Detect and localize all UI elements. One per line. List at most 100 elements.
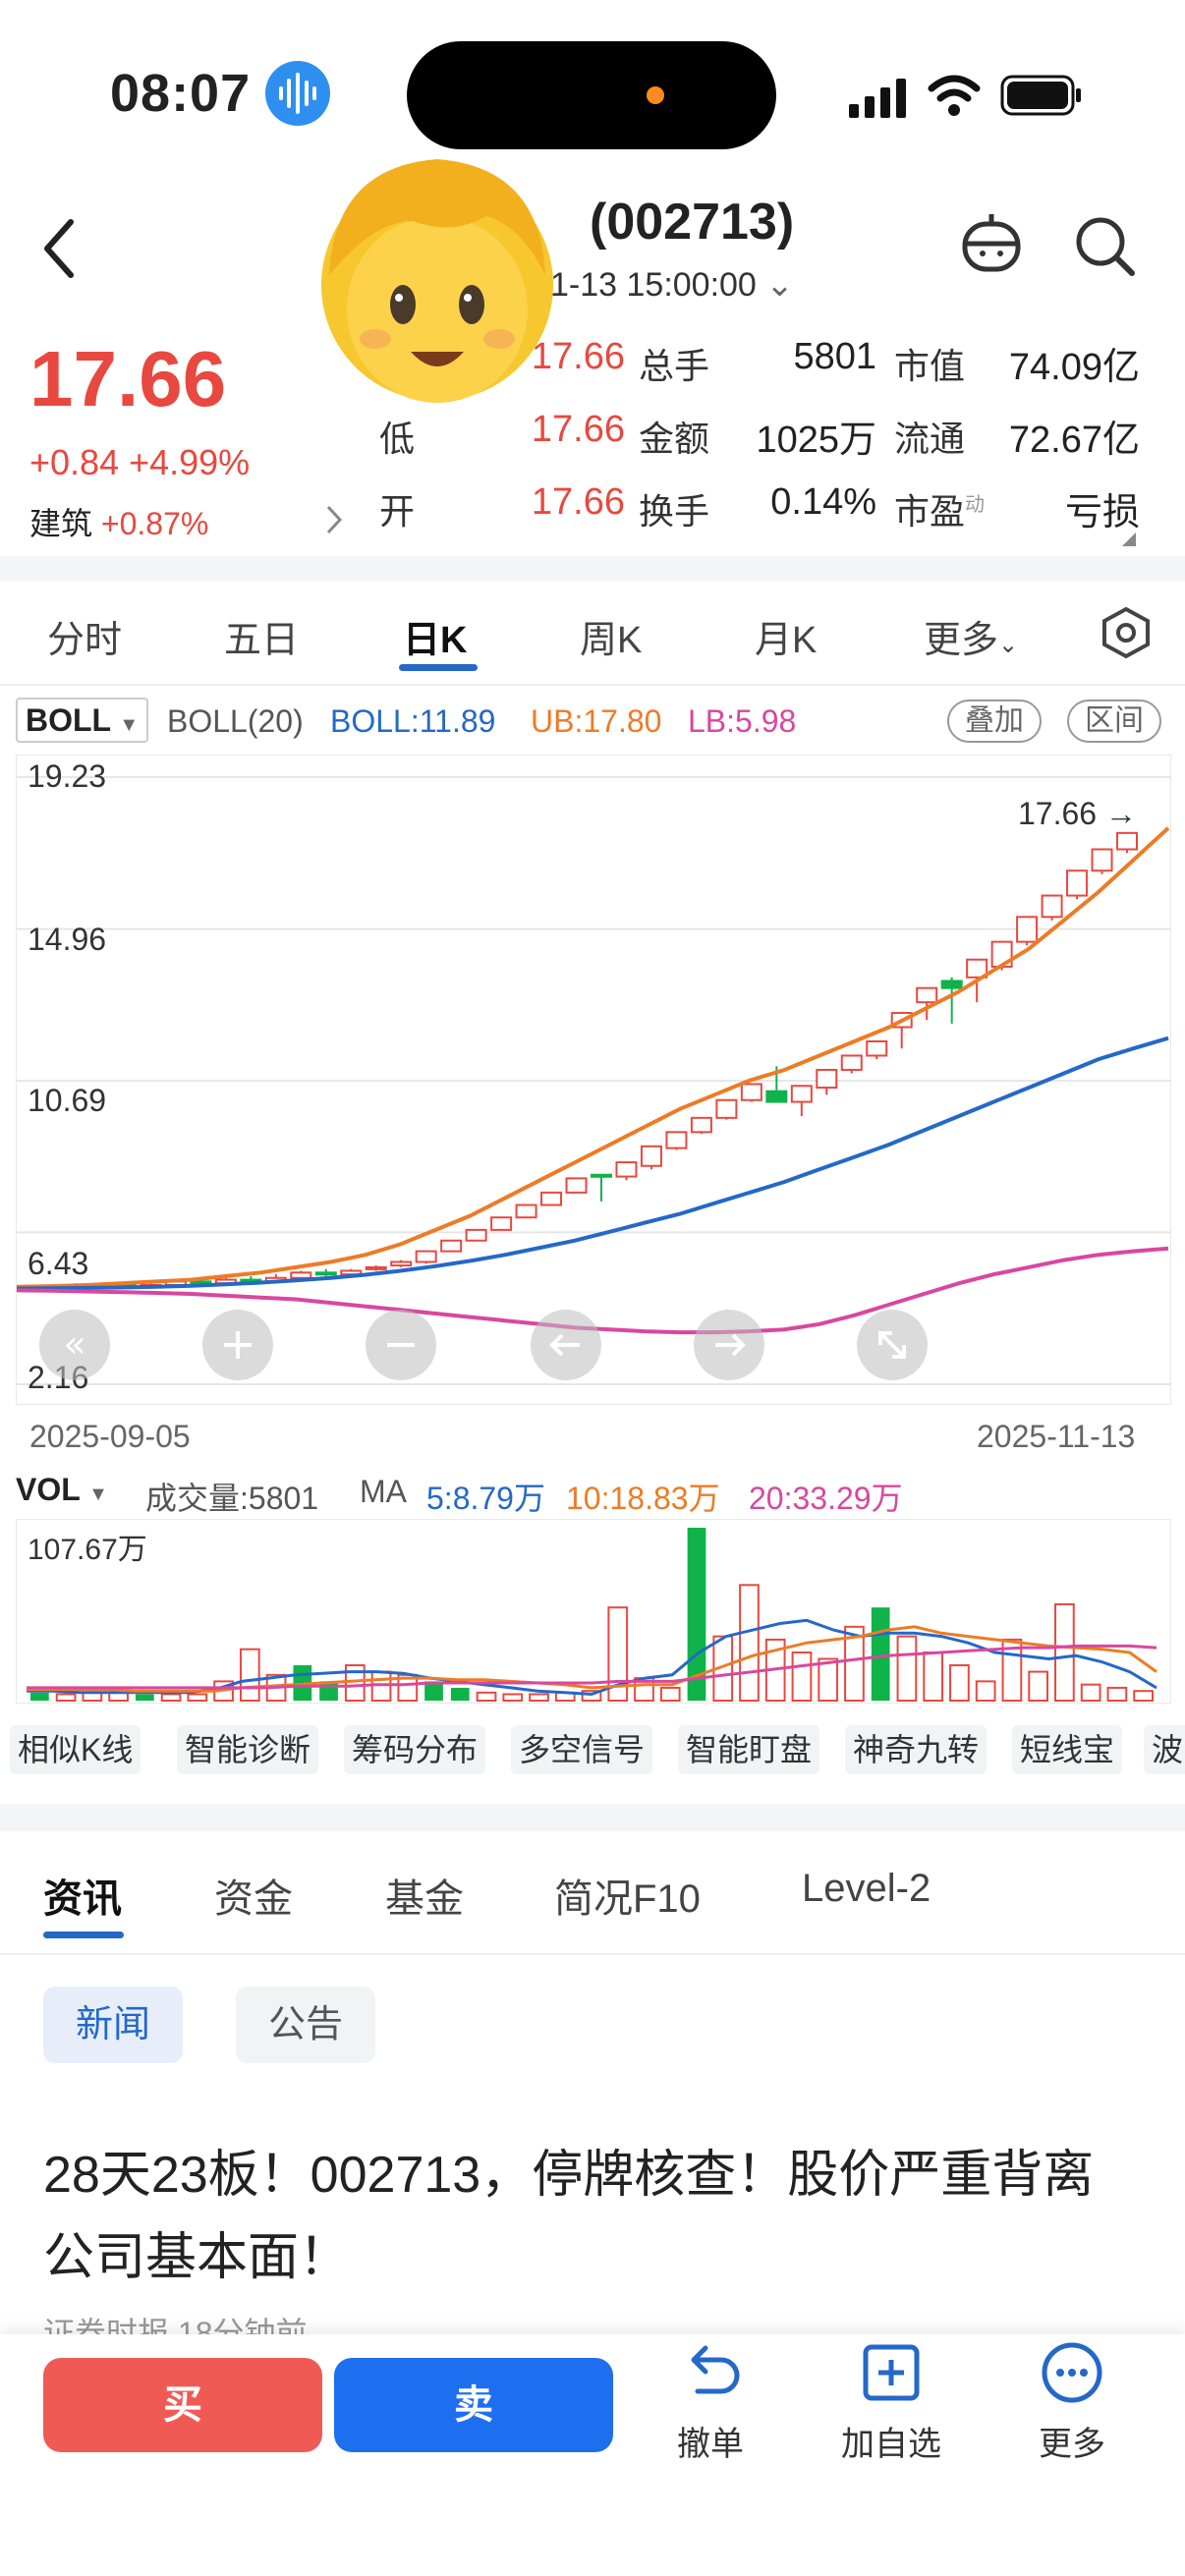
tab-intraday[interactable]: 分时: [47, 620, 123, 661]
tab-funds-flow[interactable]: 资金: [214, 1877, 293, 1921]
turnover-value: 0.14%: [770, 481, 876, 523]
chip-similar-kline[interactable]: 相似K线: [10, 1725, 141, 1774]
pe-dynamic-sup: 动: [965, 494, 986, 516]
volume-bar: [739, 1584, 760, 1702]
volume-bar: [1133, 1690, 1154, 1703]
settings-hexagon-icon[interactable]: [1099, 605, 1154, 665]
volume-ma10: 10:18.83万: [566, 1481, 720, 1516]
float-cap-label: 流通: [894, 419, 966, 459]
volume-ma-label: MA: [360, 1474, 407, 1509]
volume-bar: [1080, 1683, 1101, 1703]
expand-corner-icon[interactable]: [1122, 532, 1136, 546]
child-emoji-sticker: [305, 138, 570, 418]
sell-button[interactable]: 卖: [334, 2358, 613, 2452]
turnover-label: 换手: [639, 491, 710, 532]
pe-label: 市盈动: [894, 483, 985, 534]
total-volume-value: 5801: [793, 336, 876, 377]
tab-divider: [0, 684, 1185, 686]
volume-bar: [135, 1694, 154, 1701]
tab-level2[interactable]: Level-2: [802, 1867, 931, 1910]
candle-body: [591, 1173, 612, 1178]
volume-bar: [581, 1690, 602, 1703]
chip-bull-bear-signal[interactable]: 多空信号: [511, 1725, 653, 1774]
volume-bar: [659, 1686, 681, 1702]
add-watchlist-icon[interactable]: [859, 2340, 924, 2410]
chevron-right-icon[interactable]: [324, 503, 344, 541]
chip-smart-diagnosis[interactable]: 智能诊断: [177, 1725, 319, 1774]
subtab-announcement[interactable]: 公告: [236, 1987, 375, 2063]
more-label[interactable]: 更多: [1039, 2426, 1105, 2463]
boll-line-boll: [16, 1036, 1169, 1291]
tab-fund[interactable]: 基金: [385, 1877, 464, 1921]
sector-row[interactable]: 建筑 +0.87%: [29, 499, 208, 544]
tab-five-day[interactable]: 五日: [224, 620, 300, 661]
chevron-down-icon: ⌄: [765, 266, 794, 304]
kline-svg: [16, 776, 1170, 1385]
overlay-button[interactable]: 叠加: [947, 700, 1042, 743]
arrow-right-icon[interactable]: [694, 1310, 764, 1380]
candle-body: [715, 1098, 738, 1119]
volume-max-label: 107.67万: [28, 1534, 147, 1566]
fullscreen-icon[interactable]: [857, 1310, 928, 1380]
battery-icon: [1000, 75, 1083, 121]
dynamic-island: [407, 41, 776, 149]
price-change: +0.84 +4.99%: [29, 442, 251, 482]
candle-body: [966, 958, 988, 979]
arrow-left-icon[interactable]: [531, 1310, 601, 1380]
chip-wave[interactable]: 波: [1144, 1725, 1185, 1774]
add-watchlist-label[interactable]: 加自选: [841, 2426, 941, 2463]
camera-indicator-dot: [647, 86, 664, 104]
section-divider: [0, 556, 1185, 582]
open-label: 开: [379, 491, 416, 532]
zoom-out-icon[interactable]: [366, 1310, 436, 1380]
tab-more[interactable]: 更多⌄: [924, 609, 1018, 663]
tab-news-info[interactable]: 资讯: [43, 1877, 122, 1921]
kline-chart[interactable]: [16, 755, 1171, 1405]
last-price: 17.66: [29, 335, 227, 422]
tab-daily-k[interactable]: 日K: [403, 620, 468, 661]
chip-short-term[interactable]: 短线宝: [1012, 1725, 1123, 1774]
active-tab-indicator: [399, 664, 478, 671]
news-headline[interactable]: 28天23板！002713，停牌核查！股价严重背离公司基本面！: [43, 2147, 1095, 2286]
volume-indicator-selector[interactable]: VOL ▼: [16, 1470, 108, 1509]
subtab-news[interactable]: 新闻: [43, 1987, 183, 2063]
wifi-icon: [928, 73, 981, 123]
zoom-in-icon[interactable]: [202, 1310, 273, 1380]
tab-weekly-k[interactable]: 周K: [580, 620, 643, 661]
quote-datetime[interactable]: 1-13 15:00:00 ⌄: [550, 265, 794, 305]
candle-body: [490, 1216, 513, 1231]
undo-icon[interactable]: [678, 2340, 743, 2410]
candle-body: [415, 1250, 437, 1263]
chip-magic-nine[interactable]: 神奇九转: [845, 1725, 988, 1774]
volume-bar: [424, 1681, 443, 1701]
search-icon[interactable]: [1073, 214, 1138, 284]
back-button[interactable]: [39, 214, 79, 288]
stock-title: (002713): [590, 194, 795, 251]
more-dots-icon[interactable]: [1040, 2340, 1104, 2410]
buy-button[interactable]: 买: [43, 2358, 322, 2452]
voice-assistant-icon: [265, 61, 330, 126]
range-button[interactable]: 区间: [1067, 700, 1161, 743]
open-value: 17.66: [531, 481, 625, 523]
volume-ma-line-20: [27, 1644, 1157, 1690]
assistant-robot-icon[interactable]: [959, 210, 1024, 284]
indicator-selector[interactable]: BOLL ▼: [16, 698, 149, 743]
tab-monthly-k[interactable]: 月K: [755, 620, 818, 661]
total-volume-label: 总手: [639, 346, 710, 386]
rewind-icon[interactable]: «: [39, 1310, 110, 1380]
caret-down-icon: ▼: [88, 1484, 108, 1505]
cancel-order-label[interactable]: 撤单: [677, 2426, 744, 2463]
y-tick-label: 6.43: [28, 1246, 89, 1281]
candle-body: [640, 1145, 662, 1167]
volume-chart[interactable]: [16, 1519, 1171, 1704]
volume-ma5: 5:8.79万: [426, 1481, 545, 1516]
chip-chip-distribution[interactable]: 筹码分布: [344, 1725, 486, 1774]
volume-bar: [607, 1606, 629, 1702]
candle-body: [465, 1228, 487, 1242]
volume-bar: [949, 1664, 970, 1703]
tab-profile-f10[interactable]: 简况F10: [554, 1877, 701, 1921]
candle-body: [390, 1260, 413, 1267]
caret-down-icon: ▼: [119, 714, 140, 736]
volume-bar: [818, 1657, 839, 1703]
chip-smart-watch[interactable]: 智能盯盘: [678, 1725, 820, 1774]
